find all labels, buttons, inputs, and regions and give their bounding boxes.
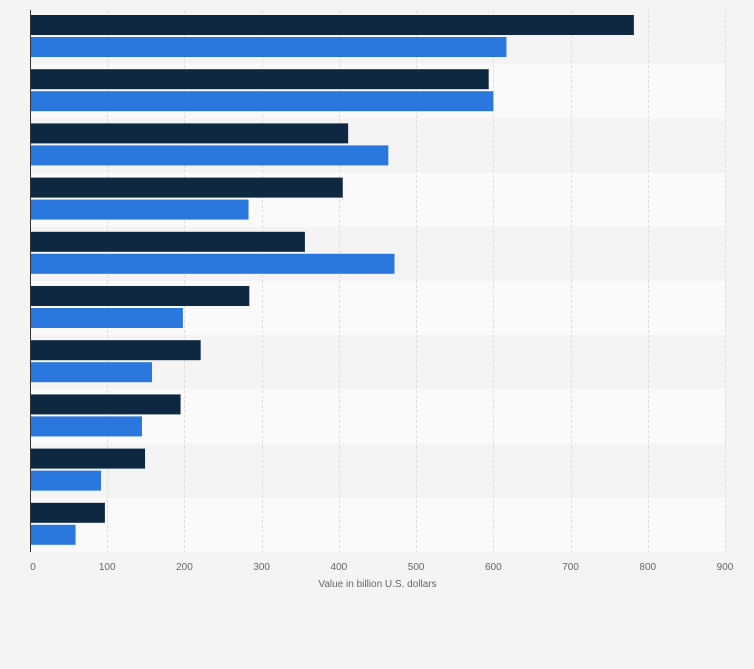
bar: [30, 416, 142, 437]
x-tick-label: 900: [717, 562, 734, 573]
bar: [30, 394, 181, 415]
bar: [30, 470, 102, 491]
bar: [30, 69, 489, 90]
bar: [30, 231, 305, 252]
bar: [30, 199, 249, 220]
bar: [30, 286, 250, 306]
x-tick-label: 500: [408, 562, 425, 573]
x-tick-label: 200: [176, 562, 193, 573]
x-tick-label: 400: [331, 562, 348, 573]
bar: [30, 91, 494, 112]
x-tick-label: 800: [639, 562, 656, 573]
x-axis-title: Value in billion U.S. dollars: [318, 579, 436, 590]
bar: [30, 145, 389, 166]
row-band: [30, 497, 725, 552]
bar: [30, 524, 76, 545]
row-band: [30, 443, 725, 498]
bars: [30, 15, 634, 545]
x-tick-label: 300: [253, 562, 270, 573]
x-tick-label: 700: [562, 562, 579, 573]
bar: [30, 448, 146, 469]
x-tick-label: 600: [485, 562, 502, 573]
bar: [30, 253, 395, 274]
bar: [30, 15, 634, 35]
x-tick-label: 100: [99, 562, 116, 573]
bar: [30, 362, 153, 383]
bar: [30, 308, 183, 328]
bar: [30, 123, 349, 144]
bar: [30, 340, 201, 361]
x-axis-ticks: 0 100 200 300 400 500 600 700 800 900: [30, 562, 734, 573]
bar: [30, 177, 343, 198]
bar: [30, 37, 507, 57]
x-tick-label: 0: [30, 562, 36, 573]
bar: [30, 502, 105, 523]
